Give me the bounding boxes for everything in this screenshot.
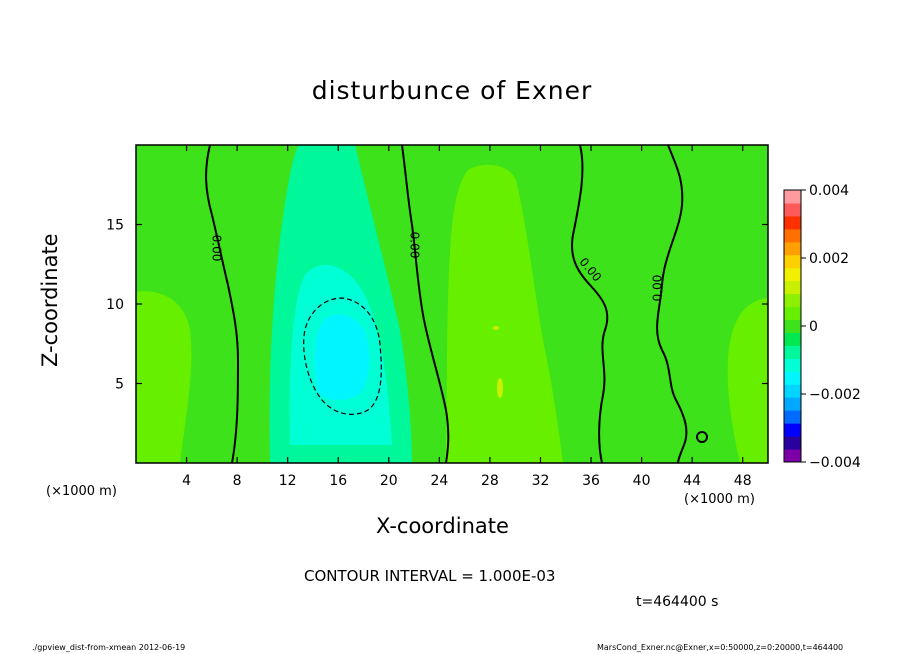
colorbar-swatch (784, 332, 801, 346)
colorbar-swatch (784, 397, 801, 411)
colorbar-swatch (784, 254, 801, 269)
x-tick-label: 16 (329, 473, 347, 489)
x-axis-ticks: 4 8 12 16 20 24 28 32 36 40 44 48 (182, 145, 752, 489)
footer-right: MarsCond_Exner.nc@Exner,x=0:50000,z=0:20… (597, 643, 844, 652)
x-tick-label: 32 (532, 473, 550, 489)
zero-contour-3 (571, 145, 609, 463)
colorbar-swatch (784, 371, 801, 385)
colorbar-swatch (784, 202, 801, 217)
colorbar-swatch (784, 436, 801, 450)
x-tick-label: 12 (279, 473, 297, 489)
colorbar-tick-label: −0.002 (809, 387, 861, 403)
x-tick-label: 40 (633, 473, 651, 489)
x-tick-label: 36 (582, 473, 600, 489)
x-tick-label: 20 (380, 473, 398, 489)
colorbar-swatch (784, 449, 801, 463)
contour-interval-label: CONTOUR INTERVAL = 1.000E-03 (304, 567, 556, 585)
x-tick-label: 48 (734, 473, 752, 489)
x-tick-label: 44 (683, 473, 701, 489)
positive-column-region (445, 164, 563, 463)
colorbar-swatch (784, 423, 801, 437)
y-tick-label: 15 (106, 218, 124, 234)
x-unit-label-left: (×1000 m) (46, 484, 117, 499)
plot-area (136, 145, 768, 463)
colorbar-swatch (784, 345, 801, 359)
contour-label: 0.00 (651, 275, 665, 302)
x-tick-label: 24 (430, 473, 448, 489)
colorbar-tick-label: 0.004 (809, 183, 849, 199)
colorbar-swatch (784, 215, 801, 230)
y-tick-label: 5 (115, 377, 124, 393)
colorbar-swatch (784, 319, 801, 333)
x-tick-label: 8 (233, 473, 242, 489)
colorbar-swatch (784, 358, 801, 372)
colorbar-swatch (784, 384, 801, 398)
positive-right-region (727, 298, 768, 463)
positive-spot (497, 378, 503, 398)
x-unit-label-right: (×1000 m) (684, 492, 755, 507)
negative-core-region (314, 314, 370, 400)
zero-contour-1 (205, 145, 240, 463)
time-label: t=464400 s (636, 594, 719, 610)
colorbar-swatch (784, 280, 801, 295)
positive-spot-small (493, 326, 499, 330)
footer-left: ./gpview_dist-from-xmean 2012-06-19 (32, 643, 186, 652)
colorbar-swatch (784, 190, 801, 204)
colorbar-swatch (784, 293, 801, 308)
x-tick-label: 28 (481, 473, 499, 489)
colorbar-swatch (784, 267, 801, 282)
colorbar-tick-label: 0 (809, 319, 818, 335)
zero-contour-4 (656, 145, 688, 463)
colorbar-tick-label: −0.004 (809, 455, 861, 471)
colorbar-swatch (784, 306, 801, 321)
chart-title: disturbunce of Exner (311, 76, 593, 105)
x-tick-label: 4 (182, 473, 191, 489)
contour-label: 0.00 (210, 235, 224, 262)
x-axis-label: X-coordinate (376, 514, 509, 538)
colorbar-swatch (784, 241, 801, 256)
negative-contour (303, 297, 382, 415)
zero-contour-2 (401, 145, 450, 463)
contour-label: 0.00 (408, 232, 422, 259)
colorbar-swatch (784, 410, 801, 424)
y-axis-label: Z-coordinate (38, 233, 62, 367)
colorbar-swatch (784, 228, 801, 243)
y-tick-label: 10 (106, 297, 124, 313)
zero-contour-5 (696, 431, 708, 443)
y-axis-ticks: 5 10 15 (106, 218, 768, 393)
colorbar-tick-label: 0.002 (809, 251, 849, 267)
positive-left-region (136, 291, 192, 463)
colorbar: 0.004 0.002 0 −0.002 −0.004 (783, 183, 861, 471)
